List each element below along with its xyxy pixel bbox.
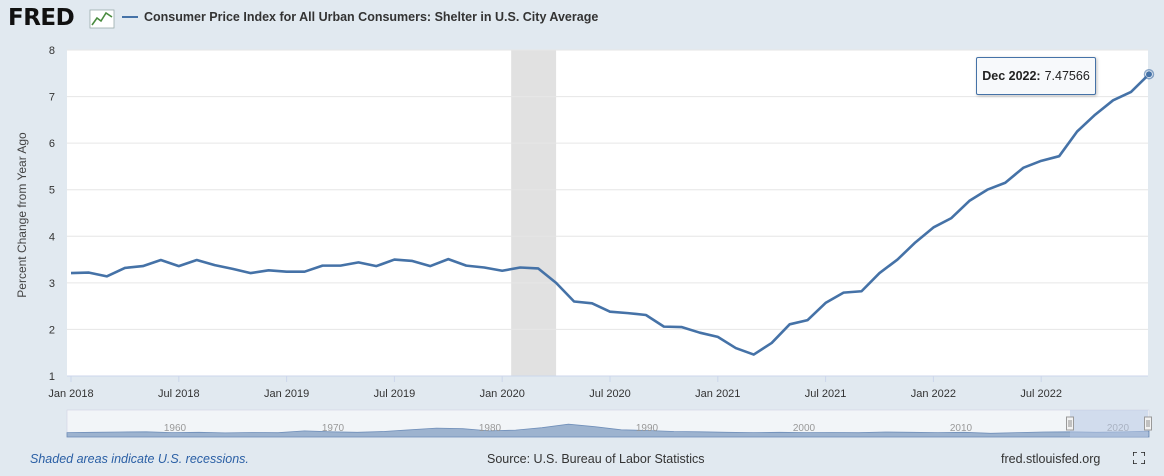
line-chart-icon <box>89 9 115 29</box>
y-tick-label: 8 <box>49 45 55 57</box>
tooltip-value: 7.47566 <box>1044 69 1090 83</box>
fred-logo[interactable]: FRED <box>8 5 75 31</box>
y-tick-label: 2 <box>49 324 55 336</box>
navigator-handle[interactable] <box>1144 416 1152 431</box>
x-tick-label: Jul 2019 <box>374 388 416 400</box>
y-tick-label: 6 <box>49 138 55 150</box>
site-link[interactable]: fred.stlouisfed.org <box>1001 452 1101 466</box>
hover-point <box>1146 71 1152 78</box>
x-tick-label: Jan 2021 <box>695 388 740 400</box>
recession-band <box>511 50 557 376</box>
tooltip-date: Dec 2022: <box>982 69 1041 83</box>
navigator-label: 1990 <box>636 423 659 434</box>
x-tick-label: Jan 2019 <box>264 388 309 400</box>
x-tick-label: Jul 2020 <box>589 388 631 400</box>
series-line <box>70 73 1150 356</box>
x-tick-label: Jan 2022 <box>911 388 956 400</box>
y-tick-label: 7 <box>49 92 55 104</box>
x-tick-label: Jul 2022 <box>1020 388 1062 400</box>
navigator-label: 1960 <box>164 423 187 434</box>
y-tick-label: 4 <box>49 231 55 243</box>
y-tick-label: 3 <box>49 278 55 290</box>
plot-area <box>67 50 1148 376</box>
x-tick-label: Jan 2020 <box>480 388 525 400</box>
chart-legend[interactable]: Consumer Price Index for All Urban Consu… <box>122 10 598 24</box>
source-text: Source: U.S. Bureau of Labor Statistics <box>487 452 705 466</box>
data-tooltip: Dec 2022: 7.47566 <box>976 57 1096 95</box>
x-tick-label: Jul 2018 <box>158 388 200 400</box>
legend-swatch <box>122 16 138 18</box>
navigator-label: 1970 <box>322 423 345 434</box>
navigator-series <box>66 423 1150 438</box>
y-axis-label: Percent Change from Year Ago <box>15 132 29 298</box>
navigator-label: 2010 <box>950 423 973 434</box>
legend-label[interactable]: Consumer Price Index for All Urban Consu… <box>144 10 599 24</box>
y-tick-label: 5 <box>49 185 55 197</box>
navigator-selection <box>1070 410 1148 437</box>
navigator-label: 2000 <box>793 423 816 434</box>
recession-note: Shaded areas indicate U.S. recessions. <box>30 452 249 466</box>
navigator-handle[interactable] <box>1066 416 1074 431</box>
y-tick-label: 1 <box>49 371 55 383</box>
fullscreen-icon[interactable] <box>1133 452 1145 464</box>
navigator-label: 1980 <box>479 423 502 434</box>
x-tick-label: Jul 2021 <box>805 388 847 400</box>
x-tick-label: Jan 2018 <box>48 388 93 400</box>
